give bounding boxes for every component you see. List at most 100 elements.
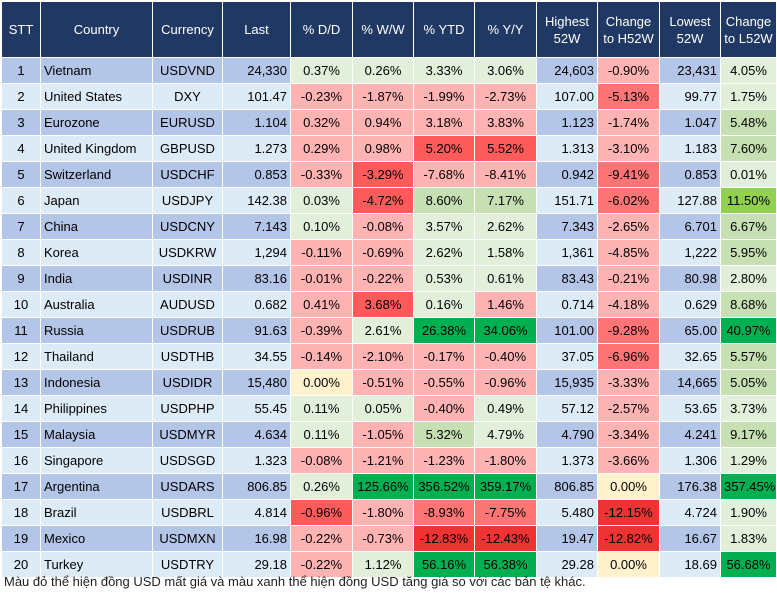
cell-stt: 7 [1, 213, 41, 240]
cell-change-h52w: -12.15% [597, 499, 660, 526]
cell-pct-dd: 0.11% [290, 395, 353, 422]
table-row: 11 Russia USDRUB 91.63 -0.39% 2.61% 26.38% 34.0… [1, 317, 777, 344]
cell-change-l52w: 6.67% [720, 213, 777, 240]
cell-stt: 8 [1, 239, 41, 266]
cell-change-h52w: -3.34% [597, 421, 660, 448]
header-currency: Currency [152, 1, 223, 58]
cell-change-h52w: -3.10% [597, 135, 660, 162]
cell-pct-yy: 359.17% [474, 473, 537, 500]
cell-change-l52w: 5.95% [720, 239, 777, 266]
cell-currency: USDSGD [152, 447, 223, 474]
cell-pct-dd: 0.00% [290, 369, 353, 396]
header-row: STT Country Currency Last% D/D% W/W% YTD% Y… [1, 1, 777, 58]
cell-stt: 3 [1, 109, 41, 136]
cell-country: China [40, 213, 153, 240]
cell-pct-dd: 0.03% [290, 187, 353, 214]
cell-pct-ytd: -0.55% [413, 369, 475, 396]
cell-pct-yy: -0.40% [474, 343, 537, 370]
header-pct-dd: % D/D [290, 1, 353, 58]
cell-stt: 16 [1, 447, 41, 474]
cell-currency: DXY [152, 83, 223, 110]
cell-pct-yy: 3.06% [474, 57, 537, 84]
cell-country: Russia [40, 317, 153, 344]
cell-last: 83.16 [222, 265, 291, 292]
cell-pct-ww: -0.51% [352, 369, 414, 396]
cell-currency: GBPUSD [152, 135, 223, 162]
cell-pct-dd: 0.29% [290, 135, 353, 162]
cell-change-l52w: 5.05% [720, 369, 777, 396]
cell-pct-yy: -1.80% [474, 447, 537, 474]
cell-country: India [40, 265, 153, 292]
cell-lowest-52w: 4.241 [659, 421, 721, 448]
cell-change-l52w: 4.05% [720, 57, 777, 84]
cell-country: Korea [40, 239, 153, 266]
cell-currency: USDINR [152, 265, 223, 292]
cell-pct-ww: 1.12% [352, 551, 414, 578]
cell-lowest-52w: 14,665 [659, 369, 721, 396]
cell-pct-ytd: -12.83% [413, 525, 475, 552]
cell-stt: 6 [1, 187, 41, 214]
cell-pct-ww: -3.29% [352, 161, 414, 188]
cell-change-h52w: -0.21% [597, 265, 660, 292]
cell-pct-yy: 56.38% [474, 551, 537, 578]
header-change-l52w: Change to L52W [720, 1, 777, 58]
table-row: 17 Argentina USDARS 806.85 0.26% 125.66% 356.5… [1, 473, 777, 500]
cell-pct-dd: 0.26% [290, 473, 353, 500]
cell-change-l52w: 1.90% [720, 499, 777, 526]
cell-highest-52w: 1.313 [536, 135, 598, 162]
cell-pct-dd: -0.11% [290, 239, 353, 266]
cell-pct-ww: -0.69% [352, 239, 414, 266]
cell-highest-52w: 57.12 [536, 395, 598, 422]
table-row: 20 Turkey USDTRY 29.18 -0.22% 1.12% 56.16% 56.3… [1, 551, 777, 578]
cell-currency: USDTRY [152, 551, 223, 578]
cell-pct-ytd: 8.60% [413, 187, 475, 214]
table-row: 8 Korea USDKRW 1,294 -0.11% -0.69% 2.62% 1.58% 1… [1, 239, 777, 266]
cell-pct-yy: 4.79% [474, 421, 537, 448]
cell-pct-ww: 0.94% [352, 109, 414, 136]
cell-pct-dd: -0.14% [290, 343, 353, 370]
cell-change-l52w: 2.80% [720, 265, 777, 292]
cell-pct-ww: -2.10% [352, 343, 414, 370]
cell-highest-52w: 37.05 [536, 343, 598, 370]
cell-change-h52w: -6.02% [597, 187, 660, 214]
cell-lowest-52w: 18.69 [659, 551, 721, 578]
cell-change-l52w: 1.29% [720, 447, 777, 474]
cell-change-l52w: 5.48% [720, 109, 777, 136]
table-row: 14 Philippines USDPHP 55.45 0.11% 0.05% -0.40%… [1, 395, 777, 422]
cell-pct-yy: 1.58% [474, 239, 537, 266]
table-row: 9 India USDINR 83.16 -0.01% -0.22% 0.53% 0.61% 8… [1, 265, 777, 292]
cell-last: 806.85 [222, 473, 291, 500]
cell-pct-yy: -8.41% [474, 161, 537, 188]
cell-pct-ww: 0.05% [352, 395, 414, 422]
cell-pct-dd: -0.23% [290, 83, 353, 110]
cell-highest-52w: 0.714 [536, 291, 598, 318]
cell-pct-ytd: -7.68% [413, 161, 475, 188]
cell-stt: 4 [1, 135, 41, 162]
cell-pct-yy: 5.52% [474, 135, 537, 162]
cell-currency: USDKRW [152, 239, 223, 266]
cell-pct-dd: -0.39% [290, 317, 353, 344]
cell-change-l52w: 1.75% [720, 83, 777, 110]
cell-stt: 9 [1, 265, 41, 292]
header-country: Country [40, 1, 153, 58]
cell-pct-ww: 3.68% [352, 291, 414, 318]
cell-highest-52w: 83.43 [536, 265, 598, 292]
header-pct-ww: % W/W [352, 1, 414, 58]
cell-last: 101.47 [222, 83, 291, 110]
cell-last: 1.323 [222, 447, 291, 474]
cell-lowest-52w: 65.00 [659, 317, 721, 344]
cell-change-l52w: 56.68% [720, 551, 777, 578]
cell-pct-yy: 7.17% [474, 187, 537, 214]
cell-pct-ytd: 3.57% [413, 213, 475, 240]
cell-stt: 17 [1, 473, 41, 500]
cell-change-h52w: -2.57% [597, 395, 660, 422]
cell-currency: USDMYR [152, 421, 223, 448]
cell-pct-dd: -0.96% [290, 499, 353, 526]
cell-highest-52w: 0.942 [536, 161, 598, 188]
cell-highest-52w: 806.85 [536, 473, 598, 500]
cell-lowest-52w: 1.306 [659, 447, 721, 474]
cell-stt: 10 [1, 291, 41, 318]
cell-pct-ytd: 3.18% [413, 109, 475, 136]
table-row: 2 United States DXY 101.47 -0.23% -1.87% -1.99… [1, 83, 777, 110]
cell-change-h52w: -5.13% [597, 83, 660, 110]
